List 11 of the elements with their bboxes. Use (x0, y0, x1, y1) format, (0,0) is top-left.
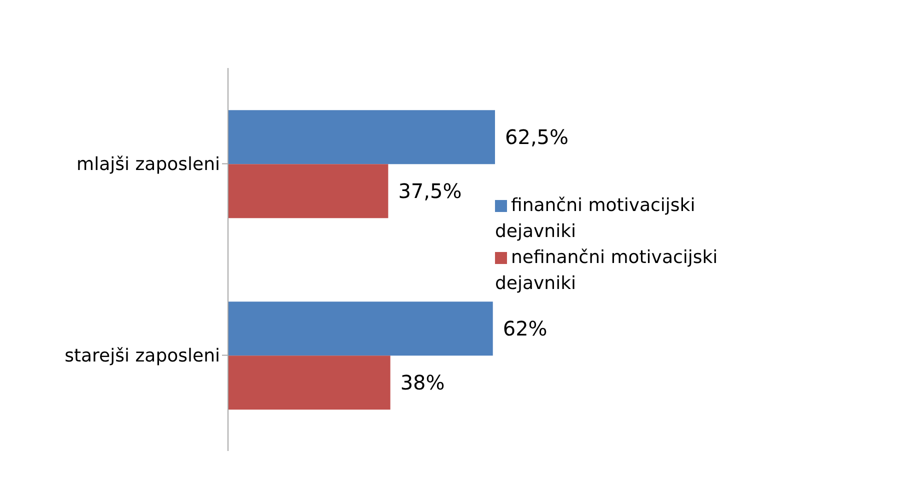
data-label: 38% (400, 370, 445, 395)
data-label: 62% (502, 316, 548, 341)
legend-label: nefinančni motivacijski dejavniki (495, 246, 718, 294)
y-tick-label: mlajši zaposleni (76, 154, 220, 176)
bar (228, 302, 493, 356)
y-tick-label: starejši zaposleni (64, 346, 220, 367)
bar (228, 164, 388, 218)
bar (228, 110, 495, 164)
bar (228, 356, 390, 410)
data-label: 62,5% (505, 125, 569, 150)
data-label: 37,5% (398, 179, 462, 204)
